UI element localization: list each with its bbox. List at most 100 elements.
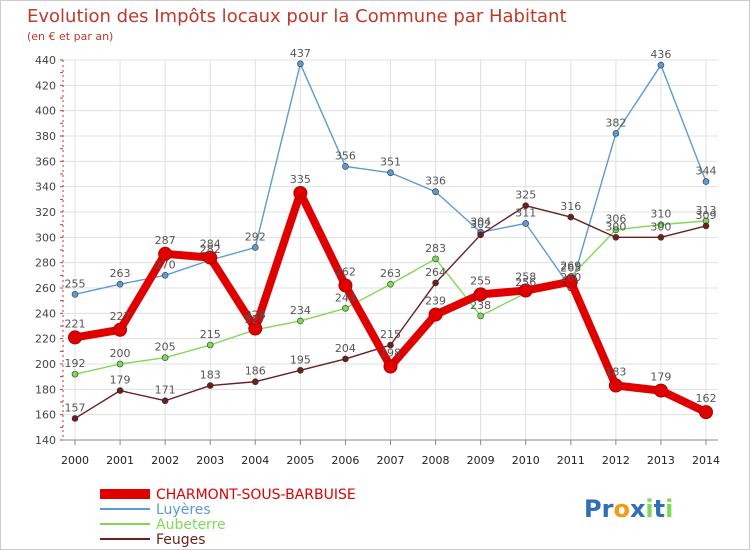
y-tick-label: 320 [35, 206, 56, 219]
logo-part-6: i [665, 495, 673, 523]
legend-label: Aubeterre [156, 517, 226, 533]
x-tick-label: 2014 [692, 454, 720, 467]
series-point-0 [473, 287, 488, 302]
data-label: 228 [245, 309, 266, 322]
data-label: 382 [605, 116, 626, 129]
data-label: 198 [380, 347, 401, 360]
y-tick-label: 240 [35, 307, 56, 320]
series-point-2 [657, 221, 665, 228]
data-label: 221 [65, 317, 86, 330]
data-label: 325 [515, 189, 536, 202]
data-label: 304 [470, 215, 491, 228]
data-label: 270 [155, 258, 176, 271]
series-point-0 [68, 330, 82, 345]
logo-part-2: o [613, 495, 630, 523]
series-point-2 [342, 304, 349, 312]
logo-part-3: x [630, 495, 646, 523]
data-label: 244 [335, 291, 356, 304]
x-tick-label: 2010 [512, 454, 540, 467]
series-point-0 [563, 274, 578, 289]
logo-part-1: Pr [584, 495, 614, 523]
legend-label: CHARMONT-SOUS-BARBUISE [156, 487, 356, 503]
x-tick-label: 2001 [106, 454, 134, 467]
series-point-0 [293, 186, 308, 200]
series-point-1 [116, 280, 124, 288]
data-label: 183 [605, 366, 626, 379]
series-point-3 [161, 397, 169, 405]
data-label: 195 [290, 353, 311, 366]
series-point-2 [297, 317, 304, 325]
y-tick-label: 360 [35, 155, 56, 168]
data-label: 215 [380, 328, 401, 341]
series-point-2 [387, 280, 394, 288]
x-tick-label: 2000 [61, 454, 89, 467]
label-layer: 255 263 270 282 292 437 356 351 336 304 311 260 382 4… [65, 47, 717, 415]
data-label: 300 [650, 220, 671, 233]
y-tick-label: 440 [35, 54, 56, 67]
series-point-3 [297, 367, 304, 374]
data-label: 265 [560, 262, 581, 275]
series-point-2 [612, 226, 620, 234]
x-tick-label: 2005 [286, 454, 314, 467]
series-point-1 [612, 130, 620, 137]
series-point-3 [567, 213, 575, 221]
data-label: 157 [65, 401, 86, 414]
data-label: 310 [650, 208, 671, 221]
axis-layer: 140 160 180 200 220 240 260 280 300 320 340 360 380 4… [35, 54, 720, 467]
data-label: 179 [110, 374, 131, 387]
data-label: 282 [200, 243, 221, 256]
data-label: 292 [245, 230, 266, 243]
data-label: 283 [425, 242, 446, 255]
x-tick-label: 2013 [647, 454, 675, 467]
y-tick-label: 340 [35, 181, 56, 194]
x-tick-label: 2007 [377, 454, 405, 467]
data-label: 436 [650, 48, 671, 61]
series-point-1 [387, 169, 394, 177]
series-point-3 [612, 234, 620, 241]
x-tick-label: 2012 [602, 454, 630, 467]
data-label: 262 [335, 265, 356, 278]
series-point-1 [71, 291, 79, 298]
logo-part-4: i [645, 495, 653, 523]
series-point-1 [432, 188, 439, 196]
series-layer [68, 60, 713, 422]
x-tick-label: 2002 [151, 454, 179, 467]
legend-label: Feuges [156, 532, 206, 548]
data-label: 255 [470, 274, 491, 287]
data-label: 260 [560, 271, 581, 284]
legend: CHARMONT-SOUS-BARBUISELuyèresAubeterreFe… [100, 487, 356, 548]
data-label: 183 [200, 369, 221, 382]
data-label: 335 [290, 173, 311, 186]
y-tick-label: 300 [35, 231, 56, 244]
data-label: 302 [470, 218, 491, 231]
series-point-0 [248, 321, 263, 336]
y-tick-label: 220 [35, 333, 56, 346]
series-point-0 [653, 383, 668, 398]
x-tick-label: 2008 [422, 454, 450, 467]
y-tick-label: 200 [35, 358, 56, 371]
series-point-1 [161, 272, 169, 279]
proxiti-logo: Proxiti [584, 495, 673, 523]
series-point-3 [702, 222, 710, 230]
series-point-2 [477, 312, 484, 320]
series-point-1 [251, 244, 259, 251]
logo-part-5: t [654, 495, 665, 523]
data-label: 239 [425, 295, 446, 308]
data-label: 263 [380, 267, 401, 280]
data-label: 269 [560, 260, 581, 273]
series-point-1 [297, 60, 304, 68]
series-point-0 [428, 307, 443, 322]
data-label: 258 [515, 271, 536, 284]
series-point-2 [161, 354, 169, 361]
data-label: 171 [155, 384, 176, 397]
data-label: 306 [605, 213, 626, 226]
y-tick-label: 400 [35, 105, 56, 118]
y-tick-label: 380 [35, 130, 56, 143]
series-point-1 [342, 163, 349, 170]
x-tick-label: 2003 [196, 454, 224, 467]
y-tick-label: 420 [35, 79, 56, 92]
series-point-0 [338, 278, 353, 293]
y-tick-label: 180 [35, 383, 56, 396]
